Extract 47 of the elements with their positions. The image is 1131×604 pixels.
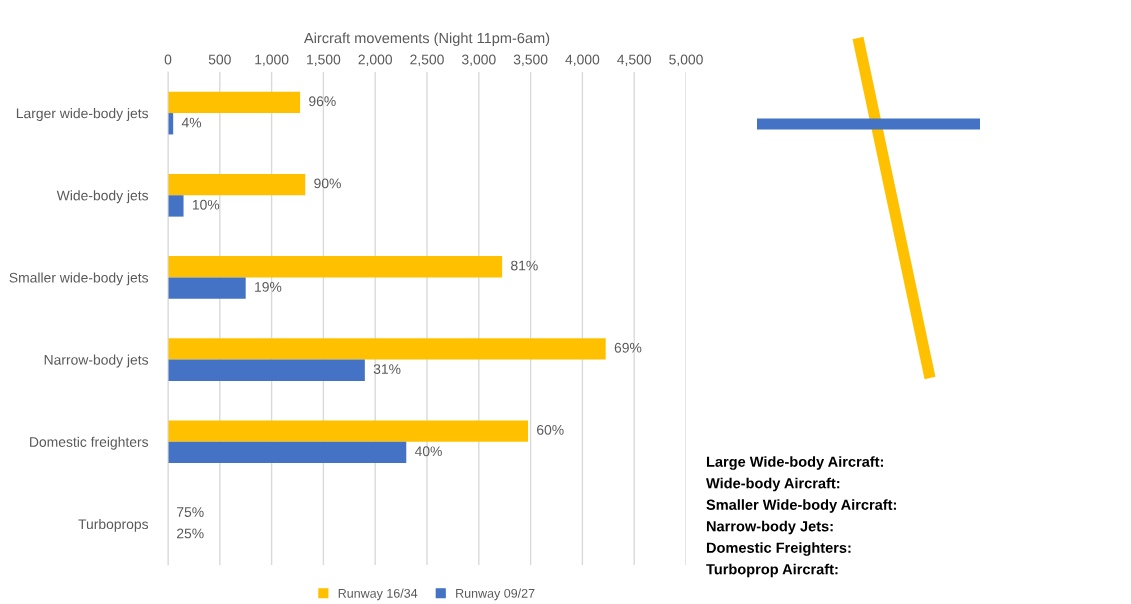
y-tick-label: Narrow-body jets [44,354,149,368]
annotation: 25% [177,528,204,539]
bar [168,359,365,381]
y-tick-label: Domestic freighters [30,436,149,450]
x-tick-label: 4,500 [617,54,652,67]
annotation: 4% [181,117,202,128]
x-tick-label: 500 [208,54,231,65]
text: Wide-body Aircraft: [706,477,840,492]
text: Large Wide-body Aircraft: [706,456,883,470]
bar [168,173,306,196]
x-axis-title: Aircraft movements (Night 11pm-6am) [303,32,550,47]
x-tick-label: 2,500 [410,54,444,67]
annotation: 69% [614,342,642,353]
annotation: 19% [255,281,282,292]
bar [168,338,606,360]
y-tick-label: Larger wide-body jets [16,108,149,121]
text: Domestic Freighters: [706,542,851,556]
annotation: 96% [309,96,336,107]
annotation: 90% [314,178,341,189]
y-tick-label: Wide-body jets [56,190,149,204]
x-tick-label: 3,000 [461,54,496,67]
legend-label: Runway 16/34 [338,588,418,601]
x-tick-label: 1,000 [255,54,289,67]
x-tick-label: 0 [164,54,172,65]
text: Smaller Wide-body Aircraft: [706,499,896,513]
bar [168,195,184,217]
x-tick-label: 3,500 [513,54,548,67]
x-tick-label: 1,500 [307,54,341,67]
annotation: 81% [511,260,538,271]
bar [168,256,503,278]
annotation: 75% [177,507,204,517]
text: Narrow-body Jets: [706,520,833,535]
annotation: 40% [414,446,442,457]
bar [168,441,407,464]
x-tick-label: 4,000 [565,54,600,67]
x-tick-label: 2,000 [358,54,393,67]
bar [168,420,529,442]
x-tick-label: 5,000 [669,54,703,67]
y-tick-label: Turboprops [78,518,149,532]
annotation: 60% [537,424,564,435]
annotation: 10% [192,199,220,210]
bar [168,91,301,114]
y-tick-label: Smaller wide-body jets [9,272,149,286]
annotation: 31% [373,364,401,374]
bar [168,277,246,299]
legend-label: Runway 09/27 [456,588,535,601]
text: Turboprop Aircraft: [706,563,838,578]
